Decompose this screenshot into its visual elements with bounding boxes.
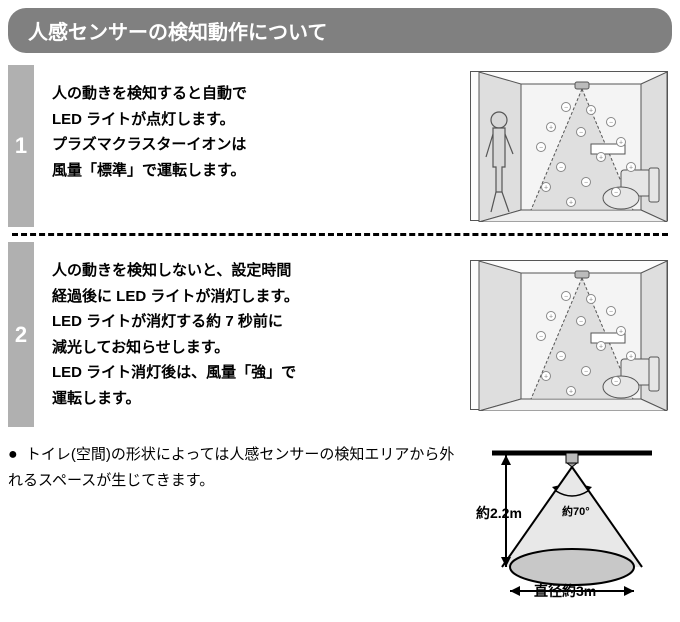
section-text-2: 人の動きを検知しないと、設定時間経過後に LED ライトが消灯します。LED ラ… <box>34 242 470 427</box>
svg-text:+: + <box>569 200 573 207</box>
svg-text:+: + <box>619 140 623 147</box>
svg-text:−: − <box>609 120 613 127</box>
svg-text:−: − <box>614 190 618 197</box>
svg-text:+: + <box>619 328 623 335</box>
svg-text:−: − <box>584 180 588 187</box>
section-illustration-2: − + − + − + − + − + − + − + <box>470 242 680 427</box>
svg-text:+: + <box>599 343 603 350</box>
svg-text:+: + <box>544 373 548 380</box>
svg-text:−: − <box>609 308 613 315</box>
svg-text:−: − <box>539 145 543 152</box>
section-divider <box>12 233 668 236</box>
height-label: 約2.2m <box>476 503 522 523</box>
section-text-1: 人の動きを検知すると自動でLED ライトが点灯します。プラズマクラスターイオンは… <box>34 65 470 227</box>
svg-text:−: − <box>564 293 568 300</box>
svg-text:−: − <box>584 368 588 375</box>
svg-text:+: + <box>589 296 593 303</box>
svg-text:−: − <box>559 353 563 360</box>
svg-text:−: − <box>564 105 568 112</box>
svg-text:+: + <box>544 185 548 192</box>
svg-text:−: − <box>559 165 563 172</box>
room-illustration-2: − + − + − + − + − + − + − + <box>470 260 668 410</box>
cone-diagram: 約2.2m 約70° 直径約3m <box>472 441 672 601</box>
bullet-icon: ● <box>8 446 18 463</box>
svg-text:+: + <box>549 125 553 132</box>
room-illustration-1: − + − + − + − + − + − + − + <box>470 71 668 221</box>
svg-text:−: − <box>579 318 583 325</box>
svg-text:+: + <box>589 108 593 115</box>
header-title: 人感センサーの検知動作について <box>28 22 327 44</box>
angle-label: 約70° <box>562 503 590 519</box>
section-header: 人感センサーの検知動作について <box>8 8 672 53</box>
svg-text:−: − <box>579 130 583 137</box>
svg-text:+: + <box>629 165 633 172</box>
svg-text:+: + <box>599 155 603 162</box>
section-2: 2 人の動きを検知しないと、設定時間経過後に LED ライトが消灯します。LED… <box>8 242 680 427</box>
note-row: ● トイレ(空間)の形状によっては人感センサーの検知エリアから外れるスペースが生… <box>8 441 672 601</box>
svg-text:−: − <box>539 333 543 340</box>
note-text: ● トイレ(空間)の形状によっては人感センサーの検知エリアから外れるスペースが生… <box>8 441 472 601</box>
svg-text:+: + <box>629 353 633 360</box>
svg-text:+: + <box>569 388 573 395</box>
section-illustration-1: − + − + − + − + − + − + − + <box>470 65 680 227</box>
svg-text:+: + <box>549 313 553 320</box>
svg-text:−: − <box>614 378 618 385</box>
section-number-2: 2 <box>8 242 34 427</box>
note-body: トイレ(空間)の形状によっては人感センサーの検知エリアから外れるスペースが生じて… <box>8 446 454 489</box>
section-number-1: 1 <box>8 65 34 227</box>
diameter-label: 直径約3m <box>534 581 596 601</box>
section-1: 1 人の動きを検知すると自動でLED ライトが点灯します。プラズマクラスターイオ… <box>8 65 680 227</box>
